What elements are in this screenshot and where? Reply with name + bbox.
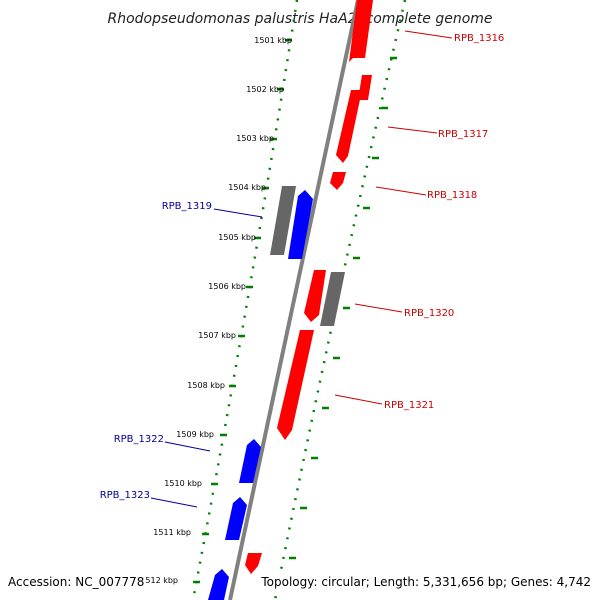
label-rpb-1318[interactable]: RPB_1318 — [427, 190, 477, 201]
leader-line — [354, 303, 403, 313]
tick-label: 1501 kbp — [254, 36, 292, 45]
gene-rpb-1319[interactable] — [288, 190, 313, 259]
leader-line — [150, 497, 198, 508]
genome-title: Rhodopseudomonas palustris HaA2, complet… — [107, 11, 492, 27]
label-rpb-1323[interactable]: RPB_1323 — [100, 490, 150, 501]
label-rpb-1317[interactable]: RPB_1317 — [438, 129, 488, 140]
gene-rpb-1317[interactable] — [336, 90, 362, 163]
tick-label: 1507 kbp — [198, 331, 236, 340]
gene-rpb-1321[interactable] — [277, 330, 314, 440]
leader-line — [213, 208, 263, 218]
tick-label: 1511 kbp — [153, 528, 191, 537]
feature-block[interactable] — [270, 186, 296, 255]
gene-rpb-1322[interactable] — [239, 439, 261, 483]
accession-text: Accession: NC_007778 — [8, 575, 144, 589]
tick-label: 1503 kbp — [236, 134, 274, 143]
tick-labels: 1501 kbp 1502 kbp 1503 kbp 1504 kbp 1505… — [140, 36, 292, 585]
tick-label: 1505 kbp — [218, 233, 256, 242]
label-rpb-1319[interactable]: RPB_1319 — [162, 201, 212, 212]
label-rpb-1320[interactable]: RPB_1320 — [404, 308, 454, 319]
tick-label: 1512 kbp — [140, 576, 178, 585]
tick-marks — [193, 38, 397, 584]
left-gene-labels: RPB_1319 RPB_1322 RPB_1323 — [100, 201, 263, 508]
tick-label: 1509 kbp — [176, 430, 214, 439]
genome-backbone — [228, 0, 360, 600]
other-features — [270, 186, 345, 326]
leader-line — [387, 126, 438, 134]
tick-label: 1510 kbp — [164, 479, 202, 488]
tick-label: 1504 kbp — [228, 183, 266, 192]
genome-stats-text: Topology: circular; Length: 5,331,656 bp… — [260, 575, 591, 589]
leader-line — [404, 30, 453, 39]
gene-rpb-1316[interactable] — [349, 0, 373, 62]
gene-segment[interactable] — [208, 569, 229, 600]
label-rpb-1322[interactable]: RPB_1322 — [114, 434, 164, 445]
label-rpb-1316[interactable]: RPB_1316 — [454, 33, 504, 44]
right-gene-labels: RPB_1316 RPB_1317 RPB_1318 RPB_1320 RPB_… — [334, 30, 504, 411]
gene-rpb-1318[interactable] — [330, 172, 346, 190]
leader-line — [375, 186, 427, 196]
tick-label: 1508 kbp — [187, 381, 225, 390]
feature-block[interactable] — [320, 272, 345, 326]
footer-stats-bg — [258, 573, 596, 591]
reverse-genes — [208, 190, 313, 600]
leader-line — [164, 441, 211, 452]
tick-label: 1506 kbp — [208, 282, 246, 291]
gene-segment[interactable] — [358, 75, 372, 100]
label-rpb-1321[interactable]: RPB_1321 — [384, 400, 434, 411]
leader-line — [334, 394, 383, 405]
gene-segment[interactable] — [245, 553, 262, 574]
gene-rpb-1320[interactable] — [304, 270, 326, 322]
gene-rpb-1323[interactable] — [225, 497, 247, 540]
footer-accession-bg — [4, 573, 145, 591]
forward-genes — [245, 0, 373, 574]
tick-label: 1502 kbp — [246, 85, 284, 94]
